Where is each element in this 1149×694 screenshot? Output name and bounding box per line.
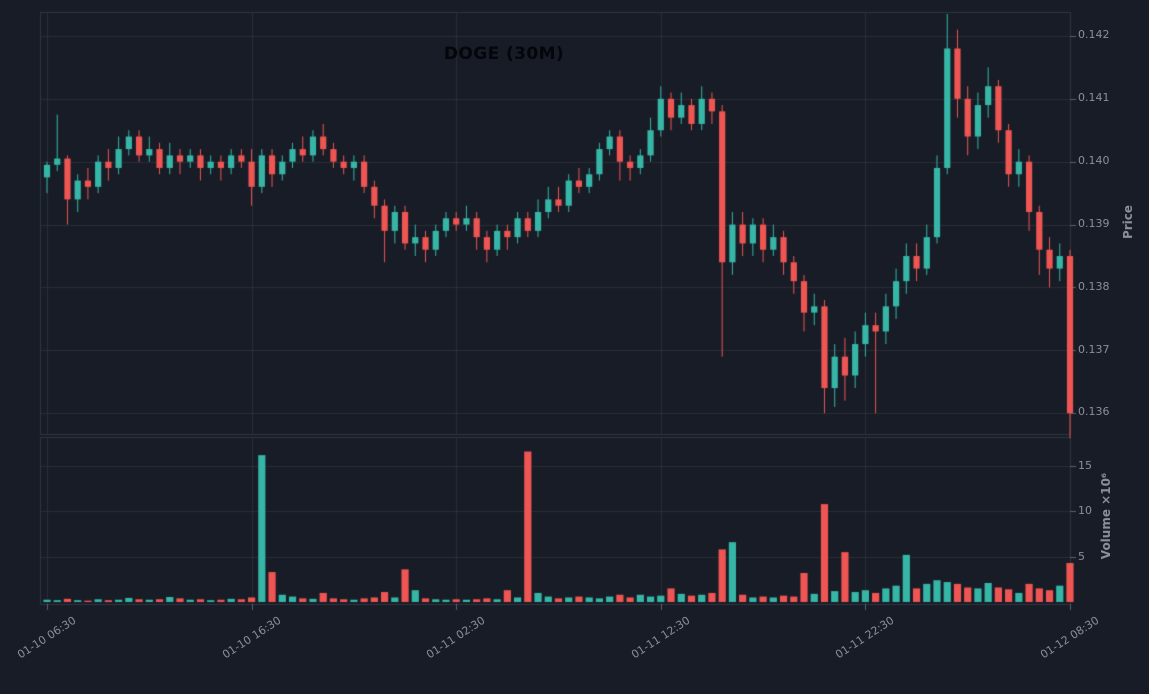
volume-axis-title: Volume ×10⁶	[1099, 472, 1113, 560]
price-tick-label: 0.136	[1078, 405, 1110, 418]
volume-tick-label: 5	[1078, 550, 1085, 563]
price-tick-label: 0.138	[1078, 280, 1110, 293]
price-tick-label: 0.141	[1078, 91, 1110, 104]
volume-tick-label: 10	[1078, 504, 1092, 517]
price-tick-label: 0.142	[1078, 28, 1110, 41]
price-tick-label: 0.140	[1078, 154, 1110, 167]
price-tick-label: 0.139	[1078, 217, 1110, 230]
volume-tick-label: 15	[1078, 459, 1092, 472]
price-tick-label: 0.137	[1078, 343, 1110, 356]
chart-title: DOGE (30M)	[443, 44, 565, 64]
price-axis-title: Price	[1121, 204, 1135, 240]
